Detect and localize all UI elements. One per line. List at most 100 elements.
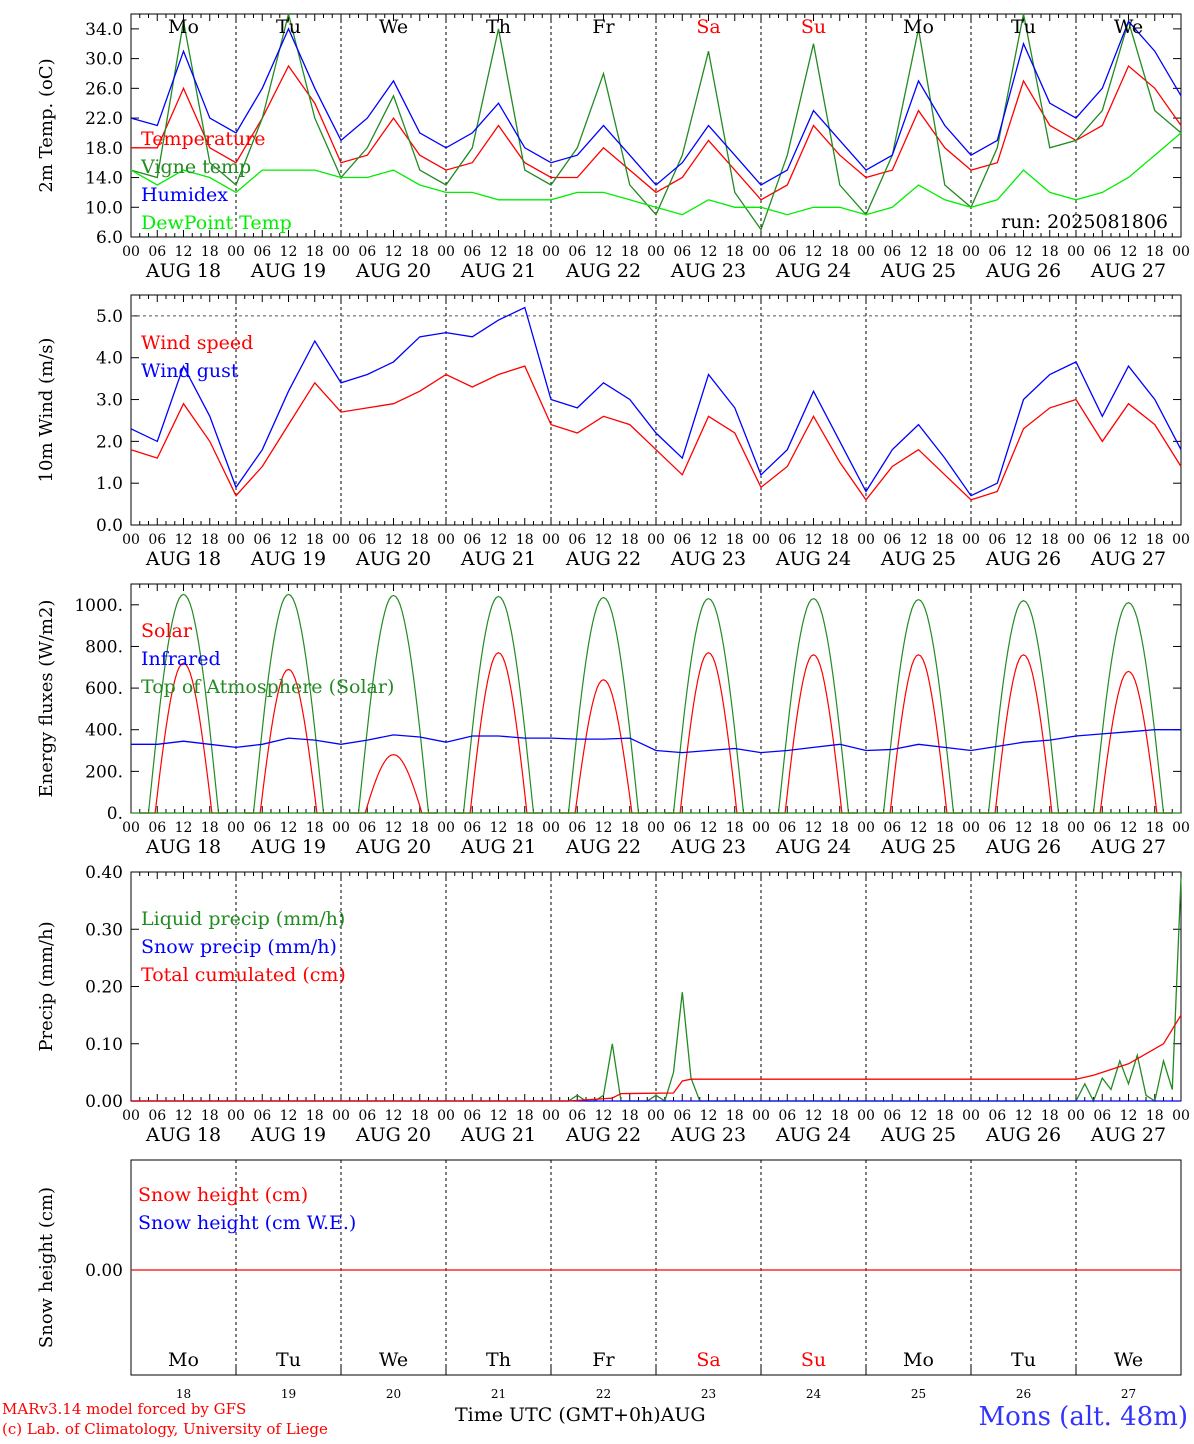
hour-tick-label: 12 <box>280 1108 298 1124</box>
hour-tick-label: 00 <box>332 532 350 548</box>
hour-tick-label: 12 <box>280 532 298 548</box>
legend-entry: Wind gust <box>141 360 239 382</box>
y-tick-label: 400. <box>85 721 123 741</box>
legend-entry: Snow height (cm) <box>138 1184 308 1206</box>
hour-tick-label: 12 <box>385 1108 403 1124</box>
hour-tick-label: 00 <box>857 244 875 260</box>
hour-tick-label: 18 <box>306 1108 324 1124</box>
hour-tick-label: 00 <box>227 244 245 260</box>
solar-line <box>139 652 1173 814</box>
day-name: We <box>379 16 408 38</box>
model-note: MARv3.14 model forced by GFS <box>2 1400 247 1418</box>
hour-tick-label: 12 <box>385 820 403 836</box>
hour-tick-label: 12 <box>805 1108 823 1124</box>
y-tick-label: 14.0 <box>85 169 123 189</box>
hour-tick-label: 00 <box>647 820 665 836</box>
date-label: AUG 24 <box>775 836 851 858</box>
hour-tick-label: 18 <box>1146 532 1164 548</box>
hour-tick-label: 06 <box>673 532 691 548</box>
y-axis-label-snow: Snow height (cm) <box>36 1187 57 1348</box>
series-line <box>131 64 1182 201</box>
x-axis-title-text: Time UTC (GMT+0h) <box>455 1404 661 1426</box>
hour-tick-label: 12 <box>910 1108 928 1124</box>
hour-tick-label: 06 <box>463 532 481 548</box>
hour-tick-label: 12 <box>490 820 508 836</box>
hour-tick-label: 06 <box>988 820 1006 836</box>
date-label: AUG 23 <box>670 548 746 570</box>
hour-tick-label: 00 <box>227 1108 245 1124</box>
hour-tick-label: 18 <box>1041 244 1059 260</box>
hour-tick-label: 18 <box>831 820 849 836</box>
hour-tick-label: 06 <box>883 532 901 548</box>
legend-entry: Vigne temp <box>140 156 251 178</box>
y-axis-label-energy: Energy fluxes (W/m2) <box>36 600 57 798</box>
y-tick-label: 0.00 <box>85 1092 123 1112</box>
y-tick-label: 1000. <box>74 596 123 616</box>
hour-tick-label: 06 <box>988 244 1006 260</box>
day-name: Sa <box>696 1349 720 1371</box>
date-label: AUG 19 <box>250 1124 326 1146</box>
hour-tick-label: 12 <box>1015 1108 1033 1124</box>
hour-tick-label: 06 <box>463 1108 481 1124</box>
hour-tick-label: 18 <box>1146 820 1164 836</box>
hour-tick-label: 18 <box>306 532 324 548</box>
hour-tick-label: 06 <box>358 1108 376 1124</box>
date-label: AUG 24 <box>775 260 851 282</box>
day-name: Mo <box>168 1349 199 1371</box>
date-label: AUG 19 <box>250 548 326 570</box>
y-tick-label: 0. <box>107 804 123 824</box>
y-tick-label: 0.00 <box>85 1261 123 1281</box>
date-label: AUG 22 <box>565 836 641 858</box>
series-line <box>130 365 1182 501</box>
hour-tick-label: 00 <box>1067 532 1085 548</box>
hour-tick-label: 18 <box>306 820 324 836</box>
hour-tick-label: 12 <box>1015 820 1033 836</box>
y-tick-label: 10.0 <box>85 198 123 218</box>
hour-tick-label: 06 <box>1093 532 1111 548</box>
y-tick-label: 5.0 <box>96 307 123 327</box>
hour-tick-label: 18 <box>936 820 954 836</box>
hour-tick-label: 12 <box>805 532 823 548</box>
hour-tick-label: 18 <box>621 244 639 260</box>
hour-tick-label: 12 <box>805 244 823 260</box>
day-number: 22 <box>596 1387 611 1401</box>
hour-tick-label: 18 <box>1146 1108 1164 1124</box>
y-tick-label: 1.0 <box>96 474 123 494</box>
date-label: AUG 18 <box>145 1124 221 1146</box>
hour-tick-label: 18 <box>516 244 534 260</box>
hour-tick-label: 12 <box>385 244 403 260</box>
hour-tick-label: 12 <box>910 820 928 836</box>
day-name: Th <box>486 16 511 38</box>
hour-tick-label: 12 <box>280 244 298 260</box>
hour-tick-label: 12 <box>1120 820 1138 836</box>
hour-tick-label: 06 <box>1093 244 1111 260</box>
location-title: Mons (alt. 48m) <box>978 1402 1188 1432</box>
hour-tick-label: 18 <box>306 244 324 260</box>
hour-tick-label: 06 <box>148 820 166 836</box>
date-label: AUG 22 <box>565 1124 641 1146</box>
hour-tick-label: 18 <box>831 1108 849 1124</box>
hour-tick-label: 06 <box>568 244 586 260</box>
hour-tick-label: 18 <box>831 244 849 260</box>
hour-tick-label: 18 <box>516 532 534 548</box>
day-name: Tu <box>276 1349 301 1371</box>
x-axis-title: Time UTC (GMT+0h)AUG <box>455 1404 706 1426</box>
hour-tick-label: 12 <box>700 532 718 548</box>
y-tick-label: 600. <box>85 679 123 699</box>
hour-tick-label: 12 <box>595 820 613 836</box>
y-tick-label: 4.0 <box>96 349 123 369</box>
hour-tick-label: 18 <box>201 244 219 260</box>
legend-entry: Humidex <box>141 184 228 206</box>
y-tick-label: 22.0 <box>85 109 123 129</box>
hour-tick-label: 06 <box>148 1108 166 1124</box>
hour-tick-label: 18 <box>621 820 639 836</box>
y-tick-label: 0.10 <box>85 1035 123 1055</box>
legend-entry: Infrared <box>141 648 221 670</box>
hour-tick-label: 00 <box>962 820 980 836</box>
day-name: Fr <box>592 1349 615 1371</box>
day-number: 23 <box>701 1387 716 1401</box>
hour-tick-label: 00 <box>542 1108 560 1124</box>
x-axis-month: AUG <box>660 1404 706 1426</box>
day-name: Su <box>801 1349 826 1371</box>
day-number: 24 <box>806 1387 822 1401</box>
